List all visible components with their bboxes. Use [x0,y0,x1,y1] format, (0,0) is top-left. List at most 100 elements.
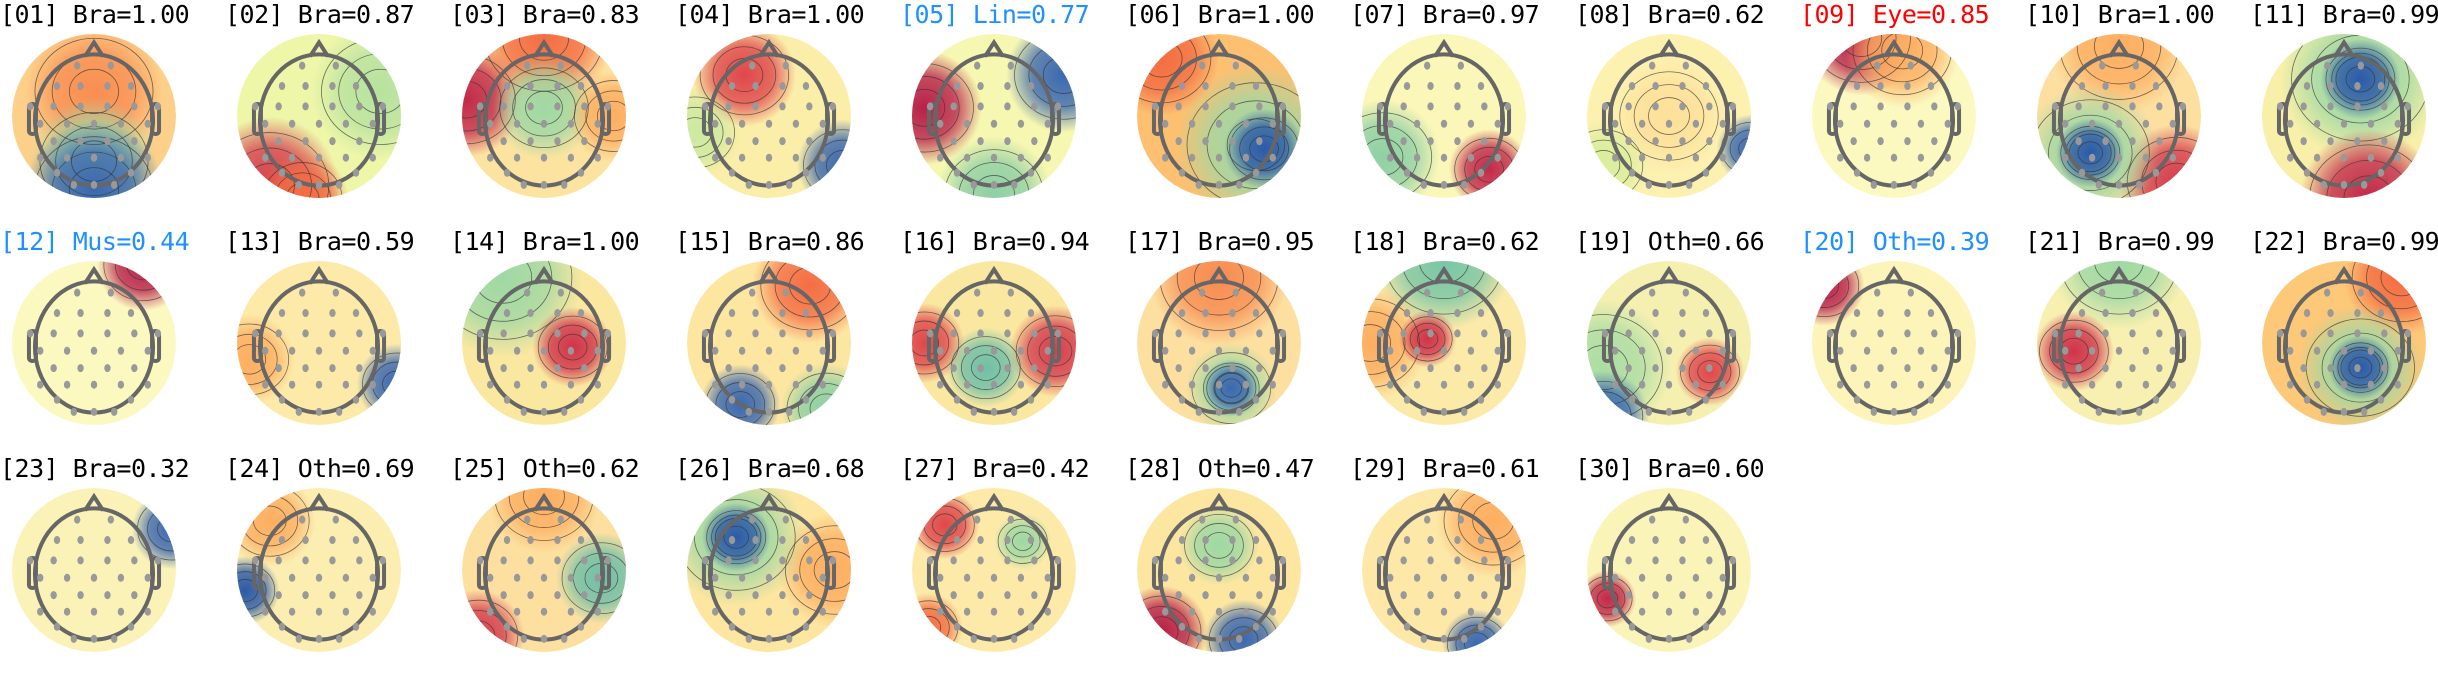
sensor-dot [1706,329,1713,338]
sensor-dot [1229,82,1236,91]
sensor-dot [1162,380,1169,389]
sensor-dot [1702,536,1710,545]
sensor-dot [963,346,971,355]
sensor-dot [557,61,565,70]
sensor-dot [1665,634,1673,643]
sensor-dot [1017,380,1025,389]
sensor-dot [594,380,601,389]
sensor-dot [2102,137,2109,146]
sensor-dot [792,346,800,355]
sensor-dot [1252,395,1260,404]
sensor-dot [748,288,756,297]
sensor-dot [2156,329,2163,338]
field-blob [25,120,163,198]
sensor-dot [1376,329,1384,338]
sensor-dot [594,573,601,582]
sensor-dot [1692,607,1700,616]
sensor-dot [2323,61,2331,70]
sensor-dot [1682,61,1690,70]
sensor-dot [1682,515,1690,524]
sensor-dot [782,288,790,297]
sensor-dot [2051,329,2059,338]
sensor-dot [1481,591,1488,600]
sensor-dot [752,556,759,565]
sensor-dot [577,168,585,177]
sensor-dot [1215,153,1223,162]
sensor-dot [567,607,575,616]
sensor-dot [1870,407,1878,416]
sensor-dot [298,61,306,70]
sensor-dot [1625,364,1632,373]
contour-line [1014,34,1076,120]
sensor-dot [802,395,810,404]
sensor-dot [738,380,746,389]
sensor-dot [1477,309,1485,318]
sensor-dot [1904,364,1911,373]
sensor-dot [262,346,269,355]
sensor-dot [765,153,773,162]
sensor-dot [1702,622,1710,631]
sensor-dot [2327,82,2334,91]
sensor-dot [567,153,575,162]
sensor-dot [2179,329,2187,338]
sensor-dot [50,591,57,600]
sensor-dot [1202,309,1209,318]
sensor-dot [1481,329,1488,338]
sensor-dot [2169,119,2176,128]
sensor-dot [523,515,531,524]
sensor-dot [329,309,336,318]
sensor-dot [144,573,151,582]
contour-line [68,68,120,114]
sensor-dot [527,82,534,91]
sensor-dot [1873,288,1881,297]
sensor-dot [2088,153,2096,162]
contour-line [237,488,310,557]
sensor-dot [278,168,286,177]
sensor-dot [1692,346,1700,355]
sensor-dot [513,153,521,162]
sensor-dot [1413,153,1421,162]
contour-line [1866,34,1938,83]
sensor-dot [1702,82,1710,91]
sensor-dot [500,137,507,146]
component-27: [27] Bra=0.42 [900,454,1125,681]
sensor-dot [1729,556,1737,565]
field-blob [1137,34,1219,116]
sensor-dot [1403,536,1411,545]
contour-line [1015,315,1076,388]
sensor-dot [560,180,568,189]
sensor-dot [1162,119,1169,128]
sensor-dot [379,102,387,111]
sensor-dot [513,380,521,389]
sensor-dot [315,380,323,389]
sensor-dot [829,556,837,565]
sensor-dot [1612,153,1619,162]
sensor-dot [1481,556,1488,565]
sensor-dot [356,102,363,111]
sensor-dot [1467,119,1475,128]
component-26: [26] Bra=0.68 [675,454,900,681]
sensor-dot [926,329,934,338]
sensor-dot [2354,329,2361,338]
sensor-dot [70,407,78,416]
sensor-dot [1242,573,1250,582]
sensor-dot [315,153,323,162]
sensor-dot [1017,153,1025,162]
contour-line [2037,99,2150,198]
sensor-dot [779,309,786,318]
contour-line [1648,97,1690,135]
sensor-dot [1387,119,1394,128]
sensor-dot [2098,61,2106,70]
sensor-dot [50,556,57,565]
sensor-dot [1004,556,1011,565]
sensor-dot [127,82,135,91]
sensor-dot [779,137,786,146]
contour-line [1474,155,1504,183]
sensor-dot [1612,346,1619,355]
sensor-dot [2377,82,2385,91]
sensor-dot [990,119,998,128]
sensor-dot [937,607,944,616]
sensor-dot [752,309,759,318]
sensor-dot [278,536,286,545]
component-label: [06] Bra=1.00 [1125,0,1315,29]
